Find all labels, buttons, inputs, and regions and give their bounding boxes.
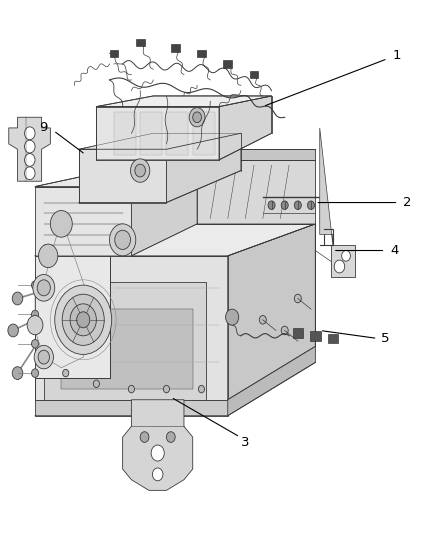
Circle shape	[307, 201, 314, 209]
Circle shape	[294, 201, 301, 209]
Polygon shape	[171, 44, 180, 52]
Polygon shape	[293, 328, 303, 338]
Polygon shape	[250, 71, 258, 78]
Polygon shape	[131, 171, 197, 256]
Text: 5: 5	[381, 332, 390, 345]
Polygon shape	[228, 224, 315, 400]
Circle shape	[63, 369, 69, 377]
Circle shape	[25, 140, 35, 153]
Polygon shape	[96, 96, 272, 107]
Circle shape	[193, 112, 201, 123]
Circle shape	[259, 316, 266, 324]
Polygon shape	[35, 256, 228, 400]
Circle shape	[140, 432, 149, 442]
Circle shape	[163, 385, 170, 393]
Polygon shape	[193, 112, 215, 155]
Circle shape	[33, 274, 55, 301]
Polygon shape	[123, 400, 193, 490]
Polygon shape	[96, 107, 219, 160]
Polygon shape	[310, 331, 321, 341]
Circle shape	[152, 468, 163, 481]
Polygon shape	[166, 112, 188, 155]
Polygon shape	[140, 112, 162, 155]
Circle shape	[25, 154, 35, 166]
Polygon shape	[61, 309, 193, 389]
Text: 2: 2	[403, 196, 412, 209]
Circle shape	[93, 380, 99, 387]
Polygon shape	[166, 133, 241, 203]
Polygon shape	[136, 39, 145, 46]
Circle shape	[151, 445, 164, 461]
Text: 4: 4	[390, 244, 399, 257]
Circle shape	[128, 385, 134, 393]
Circle shape	[166, 432, 175, 442]
Circle shape	[281, 326, 288, 335]
Circle shape	[342, 251, 350, 261]
Circle shape	[12, 292, 23, 305]
Polygon shape	[35, 256, 110, 378]
Circle shape	[226, 309, 239, 325]
Polygon shape	[197, 50, 206, 57]
Circle shape	[50, 211, 72, 237]
Polygon shape	[219, 96, 272, 160]
Text: 9: 9	[39, 122, 48, 134]
Polygon shape	[110, 50, 118, 57]
Polygon shape	[197, 160, 315, 224]
Circle shape	[110, 224, 136, 256]
Polygon shape	[9, 117, 50, 181]
Polygon shape	[35, 224, 315, 256]
Circle shape	[77, 312, 90, 328]
Polygon shape	[320, 128, 333, 245]
Text: 3: 3	[241, 436, 250, 449]
Polygon shape	[228, 346, 315, 416]
Circle shape	[334, 260, 345, 273]
Circle shape	[62, 294, 104, 345]
Circle shape	[8, 324, 18, 337]
Text: 1: 1	[392, 50, 401, 62]
Polygon shape	[35, 171, 197, 187]
Polygon shape	[79, 133, 241, 149]
Circle shape	[294, 294, 301, 303]
Polygon shape	[331, 245, 355, 277]
Polygon shape	[197, 149, 315, 160]
Polygon shape	[114, 112, 136, 155]
Circle shape	[32, 340, 39, 348]
Polygon shape	[79, 149, 166, 203]
Circle shape	[268, 201, 275, 209]
Circle shape	[70, 304, 96, 336]
Circle shape	[25, 127, 35, 140]
Circle shape	[115, 230, 131, 249]
Circle shape	[38, 350, 49, 364]
Polygon shape	[328, 334, 338, 343]
Circle shape	[32, 310, 39, 319]
Circle shape	[135, 164, 145, 177]
Polygon shape	[35, 400, 228, 416]
Polygon shape	[35, 187, 131, 256]
Circle shape	[37, 280, 50, 296]
Circle shape	[25, 167, 35, 180]
Circle shape	[281, 201, 288, 209]
Circle shape	[55, 285, 112, 354]
Circle shape	[39, 244, 58, 268]
Circle shape	[131, 159, 150, 182]
Circle shape	[32, 281, 39, 289]
Circle shape	[198, 385, 205, 393]
Circle shape	[12, 367, 23, 379]
Polygon shape	[44, 282, 206, 400]
Circle shape	[27, 316, 43, 335]
Circle shape	[189, 108, 205, 127]
Circle shape	[32, 369, 39, 377]
Circle shape	[34, 345, 53, 369]
Polygon shape	[223, 60, 232, 68]
